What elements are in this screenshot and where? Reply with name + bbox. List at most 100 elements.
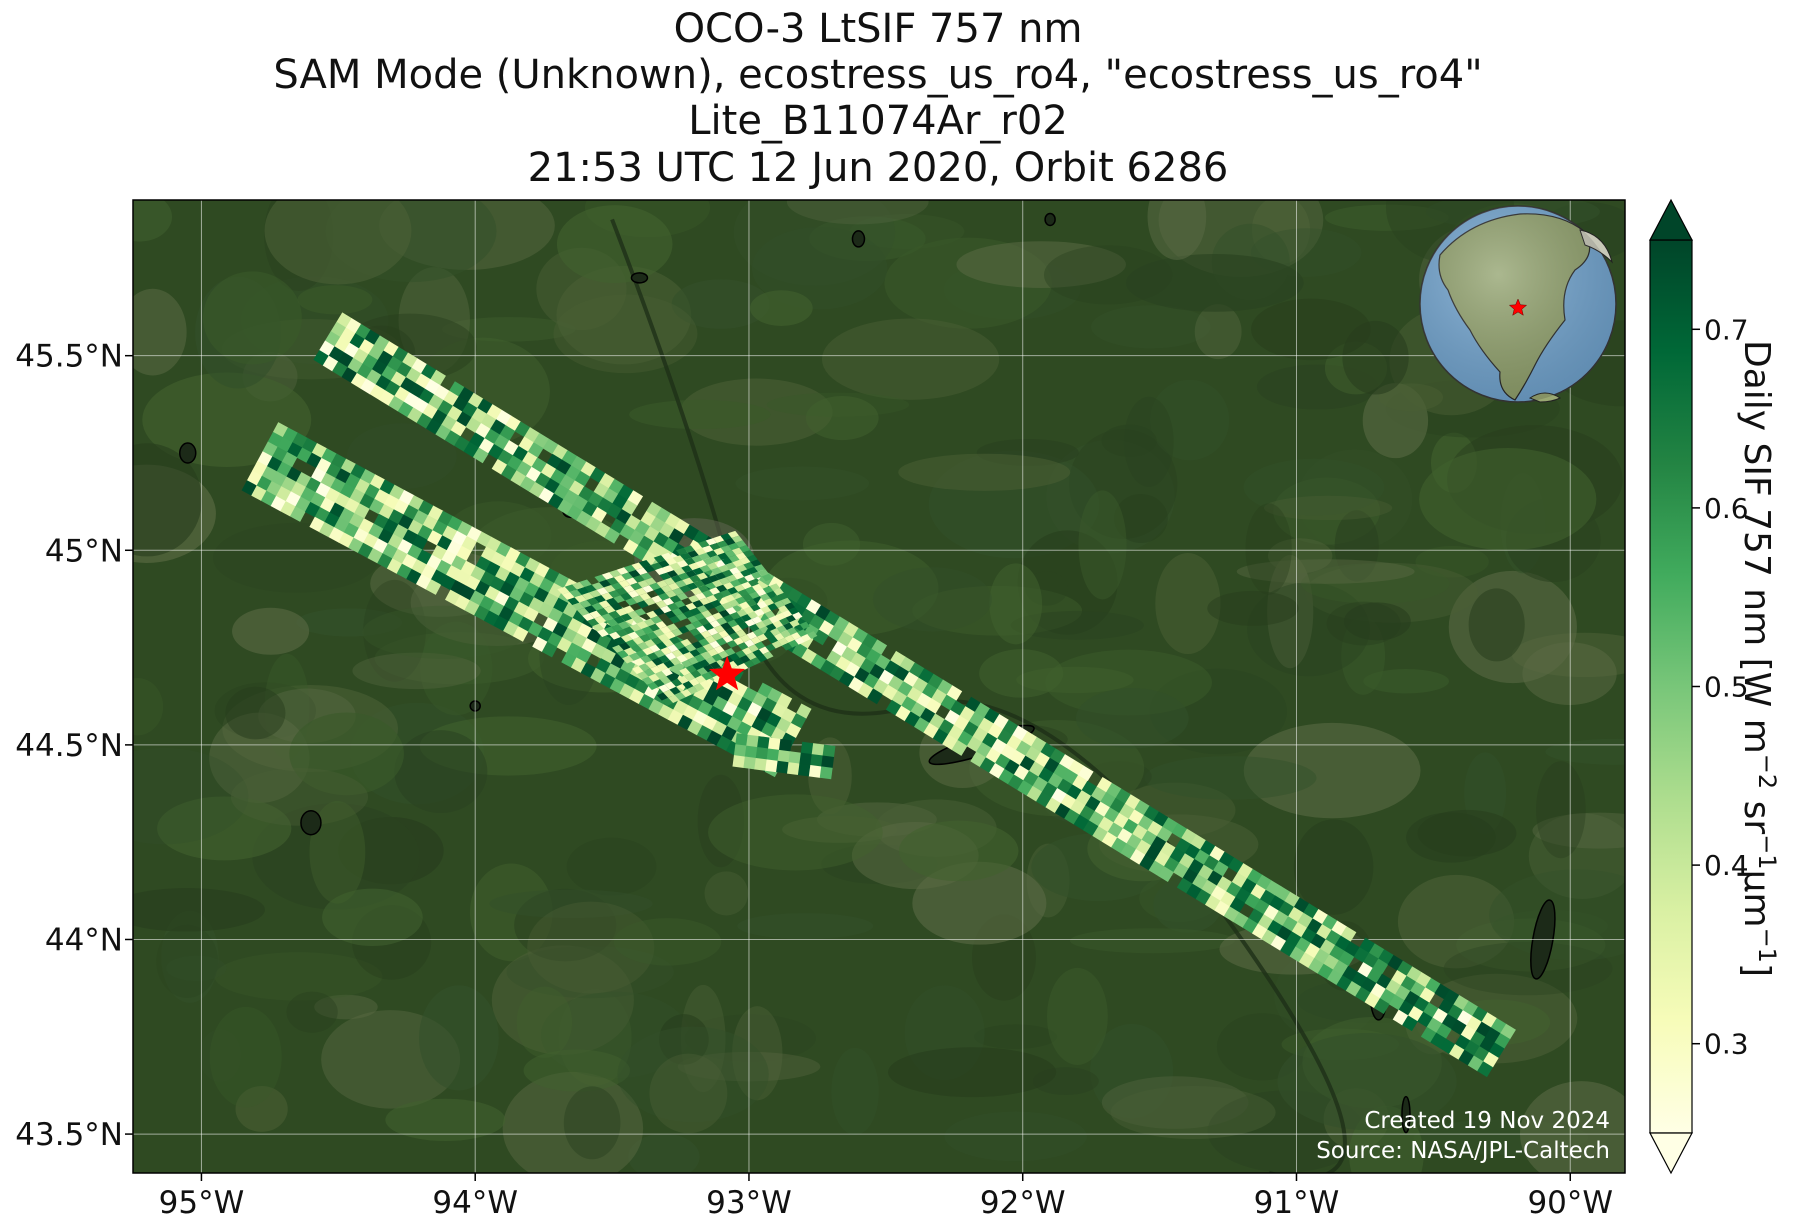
sounding-cell bbox=[615, 608, 628, 617]
sounding-cell bbox=[679, 667, 691, 676]
sounding-cell bbox=[663, 577, 676, 586]
sounding-cell bbox=[822, 744, 836, 758]
sounding-cell bbox=[728, 554, 740, 563]
terrain-patch bbox=[1075, 688, 1189, 749]
sounding-cell bbox=[740, 614, 752, 622]
sounding-cell bbox=[711, 632, 723, 641]
terrain-patch bbox=[708, 794, 883, 871]
sounding-cell bbox=[625, 577, 638, 586]
sounding-cell bbox=[597, 629, 610, 637]
sounding-cell bbox=[867, 688, 883, 705]
sounding-cell bbox=[732, 559, 744, 568]
sounding-cell bbox=[702, 622, 714, 631]
sounding-cell bbox=[718, 609, 730, 618]
sounding-cell bbox=[601, 572, 614, 580]
sounding-cell bbox=[710, 555, 722, 563]
sounding-cell bbox=[724, 594, 736, 603]
sounding-cell bbox=[707, 627, 719, 636]
sounding-cell bbox=[651, 595, 663, 604]
sounding-cell bbox=[748, 591, 760, 599]
lat-tick-label: 45°N bbox=[45, 533, 123, 569]
sounding-cell bbox=[472, 447, 489, 464]
sounding-cell bbox=[707, 574, 720, 583]
sounding-cell bbox=[706, 550, 718, 558]
sounding-cell bbox=[689, 628, 701, 637]
terrain-patch bbox=[1277, 1033, 1457, 1131]
sounding-cell bbox=[658, 684, 670, 693]
sounding-cell bbox=[669, 636, 681, 645]
terrain-patch bbox=[133, 288, 187, 376]
sounding-cell bbox=[683, 651, 695, 660]
terrain-patch bbox=[133, 443, 202, 557]
sounding-cell bbox=[623, 585, 635, 593]
sounding-cell bbox=[591, 582, 604, 590]
terrain-patch bbox=[252, 803, 420, 910]
sounding-cell bbox=[682, 680, 694, 690]
sounding-cell bbox=[707, 648, 719, 657]
terrain-patch bbox=[309, 800, 366, 904]
sounding-cell bbox=[792, 612, 803, 620]
sounding-cell bbox=[673, 641, 686, 650]
sounding-cell bbox=[799, 621, 810, 630]
sounding-cell bbox=[696, 572, 708, 581]
terrain-patch bbox=[385, 1098, 506, 1141]
sounding-cell bbox=[741, 581, 752, 590]
sounding-cell bbox=[732, 755, 746, 768]
terrain-patch bbox=[1243, 722, 1421, 819]
sounding-cell bbox=[721, 557, 733, 565]
sounding-cell bbox=[718, 630, 730, 638]
sounding-cell bbox=[609, 569, 622, 578]
sounding-cell bbox=[689, 649, 701, 657]
sounding-cell bbox=[659, 626, 672, 635]
sounding-cell bbox=[638, 663, 651, 672]
sounding-cell bbox=[684, 672, 696, 681]
terrain-patch bbox=[1378, 383, 1444, 412]
sounding-cell bbox=[616, 629, 628, 637]
sounding-cell bbox=[783, 622, 794, 631]
sounding-cell bbox=[667, 644, 679, 653]
sounding-cell bbox=[770, 628, 781, 636]
sounding-cell bbox=[644, 639, 656, 648]
sounding-cell bbox=[596, 608, 609, 616]
sounding-cell bbox=[646, 610, 658, 619]
target-marker bbox=[709, 655, 746, 691]
sounding-cell bbox=[655, 621, 667, 629]
terrain-patch bbox=[1519, 1081, 1625, 1173]
sounding-cell bbox=[709, 640, 721, 649]
sounding-cell bbox=[786, 627, 798, 635]
sounding-cell bbox=[628, 652, 641, 661]
sounding-cell bbox=[672, 555, 685, 563]
sounding-cell bbox=[709, 542, 721, 551]
sounding-cell bbox=[713, 592, 725, 600]
terrain-patch bbox=[296, 608, 403, 637]
terrain-patch bbox=[1047, 967, 1108, 1065]
sounding-cell bbox=[663, 660, 675, 669]
sounding-cell bbox=[657, 634, 670, 642]
terrain-patch bbox=[617, 1026, 769, 1123]
sounding-cell bbox=[633, 575, 645, 583]
sounding-cell bbox=[747, 566, 759, 575]
sounding-cell bbox=[799, 752, 813, 766]
terrain-patch bbox=[849, 214, 965, 249]
sounding-cell bbox=[691, 555, 703, 563]
sounding-cell bbox=[601, 613, 614, 622]
sounding-cell bbox=[653, 628, 665, 637]
sounding-cell bbox=[756, 654, 768, 663]
terrain-patch bbox=[209, 712, 310, 803]
sounding-cell bbox=[689, 575, 701, 583]
sounding-cell bbox=[658, 654, 670, 663]
sounding-cell bbox=[729, 611, 741, 620]
sounding-cell bbox=[696, 605, 708, 613]
sounding-cell bbox=[729, 632, 740, 641]
sounding-cell bbox=[755, 747, 769, 760]
sounding-cell bbox=[765, 643, 776, 652]
sounding-cell bbox=[637, 580, 650, 588]
colorbar-tick-label: 0.7 bbox=[1704, 313, 1749, 346]
colorbar-gradient bbox=[1649, 239, 1693, 1134]
sounding-cell bbox=[586, 597, 599, 606]
sounding-cell bbox=[660, 605, 672, 614]
sounding-cell bbox=[782, 642, 793, 651]
sounding-cell bbox=[1477, 1061, 1493, 1078]
sounding-cell bbox=[719, 577, 731, 585]
